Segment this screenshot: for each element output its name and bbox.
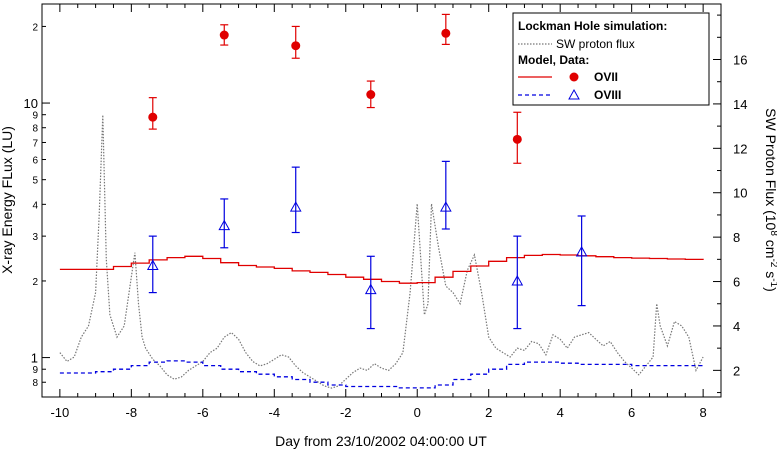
- x-tick-label: 4: [557, 405, 564, 420]
- legend-oviii-data-marker: [568, 88, 580, 100]
- oviii-data-point: [289, 201, 302, 212]
- data-series: [146, 13, 588, 330]
- right-tick-label: 12: [733, 141, 747, 156]
- oviii-data-point: [439, 201, 452, 212]
- legend-subheading: Model, Data:: [518, 53, 589, 67]
- ovii-data-point: [291, 41, 301, 51]
- right-tick-label: 8: [733, 230, 740, 245]
- ovii-data-point: [219, 30, 229, 40]
- oviii-model-line: [59, 360, 704, 389]
- right-tick-label: 2: [733, 363, 740, 378]
- x-tick-label: -6: [197, 405, 209, 420]
- legend-ovii-data-marker: [569, 72, 579, 82]
- left-tick-label: 4: [32, 200, 38, 211]
- left-tick-label: 10: [24, 96, 38, 111]
- ovii-data-point: [441, 28, 451, 38]
- x-tick-label: -10: [50, 405, 69, 420]
- right-axis-ticks: 2 4 6 8 10 12 14 16: [713, 14, 747, 394]
- right-axis-title-s: s: [763, 267, 777, 278]
- ovii-data-point: [512, 134, 522, 144]
- oviii-data-point: [575, 245, 588, 257]
- right-tick-label: 10: [733, 186, 747, 201]
- right-axis-title-exp2: -2: [768, 258, 777, 267]
- x-tick-label: -4: [269, 405, 281, 420]
- right-tick-label: 14: [733, 97, 747, 112]
- oviii-data-point: [511, 274, 524, 286]
- x-tick-label: 0: [414, 405, 421, 420]
- left-tick-label: 9: [32, 111, 38, 122]
- left-tick-label: 6: [32, 156, 38, 167]
- legend: Lockman Hole simulation: SW proton flux …: [512, 12, 710, 106]
- legend-proton-label: SW proton flux: [556, 37, 635, 51]
- left-tick-label: 7: [32, 138, 38, 149]
- right-tick-label: 4: [733, 319, 740, 334]
- right-tick-label: 16: [733, 53, 747, 68]
- x-tick-label: 8: [700, 405, 707, 420]
- left-tick-label: 8: [32, 378, 38, 389]
- left-axis-title: X-ray Energy FLux (LU): [0, 126, 15, 274]
- right-axis-title-exp3: -1: [768, 278, 777, 287]
- x-tick-label: 6: [628, 405, 635, 420]
- left-tick-label: 8: [32, 124, 38, 135]
- legend-ovii-label: OVII: [594, 70, 618, 84]
- right-axis-title-exp1: 8: [768, 230, 777, 236]
- left-tick-label: 5: [32, 176, 38, 187]
- left-tick-label: 1: [31, 351, 38, 366]
- right-axis-title-main: SW Proton Flux (10: [763, 108, 777, 230]
- right-axis-title: SW Proton Flux (108 cm-2 s-1): [763, 108, 777, 292]
- left-tick-label: 9: [32, 365, 38, 376]
- left-tick-label: 2: [32, 277, 38, 288]
- legend-box: [512, 12, 710, 106]
- model-series: [59, 253, 704, 389]
- ovii-data-point: [366, 90, 376, 100]
- right-tick-label: 6: [733, 275, 740, 290]
- oviii-data-point: [146, 259, 159, 271]
- x-axis-title: Day from 23/10/2002 04:00:00 UT: [275, 433, 487, 449]
- left-tick-label: 2: [32, 22, 38, 33]
- left-tick-label: 3: [32, 232, 38, 243]
- proton-flux-line: [59, 114, 704, 389]
- x-tick-label: 2: [485, 405, 492, 420]
- ovii-model-line: [59, 253, 704, 284]
- oviii-data-point: [364, 283, 377, 295]
- legend-heading: Lockman Hole simulation:: [518, 19, 667, 33]
- oviii-data-point: [218, 219, 231, 231]
- x-axis-ticks: -10 -8 -6 -4 -2 0 2 4 6 8: [50, 4, 707, 420]
- legend-oviii-label: OVIII: [594, 88, 621, 102]
- right-axis-title-end: ): [763, 287, 777, 292]
- ovii-data-point: [148, 112, 158, 122]
- right-axis-title-mid: cm: [763, 236, 777, 259]
- proton-flux-series: [59, 114, 704, 389]
- x-tick-label: -8: [126, 405, 138, 420]
- x-tick-label: -2: [340, 405, 352, 420]
